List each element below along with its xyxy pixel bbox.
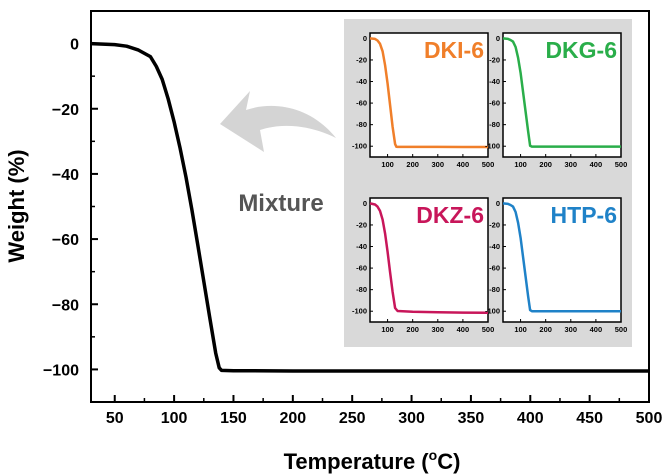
inset-x-tick-label: 500: [615, 325, 628, 334]
y-tick-label: 0: [70, 37, 79, 54]
inset-panels: 100 200 300 400 5000-20-40-60-80-100DKI-6100…: [352, 32, 628, 334]
inset-y-tick-label: -40: [356, 242, 367, 251]
x-axis-label-unit: C): [437, 449, 460, 474]
inset-x-tick-label: 300: [432, 160, 445, 169]
inset-y-tick-label: -60: [356, 99, 367, 108]
main-axis-ticks: 50 100 150 200 250 300 350 400 450 500 0 −20 −40 −60 −…: [43, 37, 662, 427]
inset-x-tick-label: 300: [565, 160, 578, 169]
inset-x-tick-label: 400: [457, 325, 470, 334]
inset-x-tick-label: 200: [406, 325, 419, 334]
inset-x-tick-label: 100: [381, 160, 394, 169]
inset-y-tick-label: -20: [489, 55, 500, 64]
inset-series-line: [502, 202, 621, 313]
inset-x-tick-label: 500: [615, 160, 628, 169]
inset-x-tick-label: 300: [565, 325, 578, 334]
inset-y-tick-label: -60: [489, 99, 500, 108]
inset-y-tick-label: -80: [356, 120, 367, 129]
inset-y-tick-label: -20: [489, 220, 500, 229]
inset-y-tick-label: -80: [489, 120, 500, 129]
inset-series-name: DKI-6: [424, 37, 484, 63]
inset-y-tick-label: -100: [485, 142, 500, 151]
inset-y-tick-label: -100: [352, 142, 367, 151]
inset-series-line: [369, 37, 488, 149]
inset-y-tick-label: -20: [356, 220, 367, 229]
x-tick-label: 50: [106, 410, 124, 427]
inset-y-tick-label: -40: [489, 242, 500, 251]
curved-arrow-icon: [220, 91, 336, 152]
inset-x-tick-label: 200: [539, 160, 552, 169]
x-tick-label: 250: [339, 410, 366, 427]
y-tick-label: −100: [43, 362, 79, 379]
x-tick-label: 500: [636, 410, 663, 427]
x-tick-label: 150: [220, 410, 247, 427]
inset-y-tick-label: -80: [489, 285, 500, 294]
inset-x-tick-label: 400: [590, 160, 603, 169]
y-tick-label: −20: [52, 102, 79, 119]
y-axis-label: Weight (%): [4, 149, 29, 262]
inset-series-line: [502, 37, 621, 148]
inset-y-tick-label: 0: [363, 34, 367, 43]
inset-x-tick-label: 200: [539, 325, 552, 334]
x-tick-label: 350: [458, 410, 485, 427]
x-axis-label-main: Temperature (: [284, 449, 430, 474]
inset-x-tick-label: 200: [406, 160, 419, 169]
inset-x-tick-label: 500: [482, 160, 495, 169]
x-axis-label-degree: o: [429, 447, 438, 463]
inset-y-tick-label: -40: [356, 77, 367, 86]
inset-y-tick-label: 0: [496, 199, 500, 208]
x-tick-label: 400: [517, 410, 544, 427]
x-tick-label: 450: [576, 410, 603, 427]
inset-x-tick-label: 300: [432, 325, 445, 334]
inset-y-tick-label: -40: [489, 77, 500, 86]
inset-series-name: DKZ-6: [416, 202, 484, 228]
main-series-line: [90, 41, 649, 373]
inset-y-tick-label: -100: [485, 307, 500, 316]
inset-x-tick-label: 100: [514, 160, 527, 169]
inset-x-tick-label: 100: [514, 325, 527, 334]
inset-series-line: [369, 202, 489, 315]
inset-y-tick-label: 0: [496, 34, 500, 43]
inset-y-tick-label: -60: [489, 264, 500, 273]
inset-x-tick-label: 400: [590, 325, 603, 334]
x-tick-label: 300: [398, 410, 425, 427]
inset-x-tick-label: 100: [381, 325, 394, 334]
inset-y-tick-label: -60: [356, 264, 367, 273]
inset-htp-6: 100 200 300 400 500 0 -20 -40 -60 -80 -100 HTP-6: [485, 197, 628, 334]
main-plot: 50 100 150 200 250 300 350 400 450 500 0 −20 −40 −60 −…: [4, 10, 662, 474]
inset-dkz-6: 100 200 300 400 500 0 -20 -40 -60 -80 -100 DKZ-6: [352, 197, 495, 334]
inset-y-tick-label: -80: [356, 285, 367, 294]
x-tick-label: 100: [161, 410, 188, 427]
x-tick-label: 200: [279, 410, 306, 427]
inset-series-name: DKG-6: [545, 37, 617, 63]
y-tick-label: −80: [52, 297, 79, 314]
inset-y-tick-label: -100: [352, 307, 367, 316]
inset-y-tick-label: -20: [356, 55, 367, 64]
y-tick-label: −40: [52, 167, 79, 184]
inset-series-name: HTP-6: [551, 202, 617, 228]
mixture-annotation: Mixture: [220, 91, 336, 217]
mixture-label: Mixture: [238, 190, 323, 217]
inset-x-tick-label: 400: [457, 160, 470, 169]
inset-dkg-6: 100 200 300 400 500 0 -20 -40 -60 -80 -100 DKG-6: [485, 32, 628, 169]
x-axis-label: Temperature (oC): [284, 447, 461, 474]
y-tick-label: −60: [52, 232, 79, 249]
inset-dki-6: 100 200 300 400 500 0 -20 -40 -60 -80 -100 DKI-6: [352, 32, 495, 169]
inset-y-tick-label: 0: [363, 199, 367, 208]
inset-x-tick-label: 500: [482, 325, 495, 334]
